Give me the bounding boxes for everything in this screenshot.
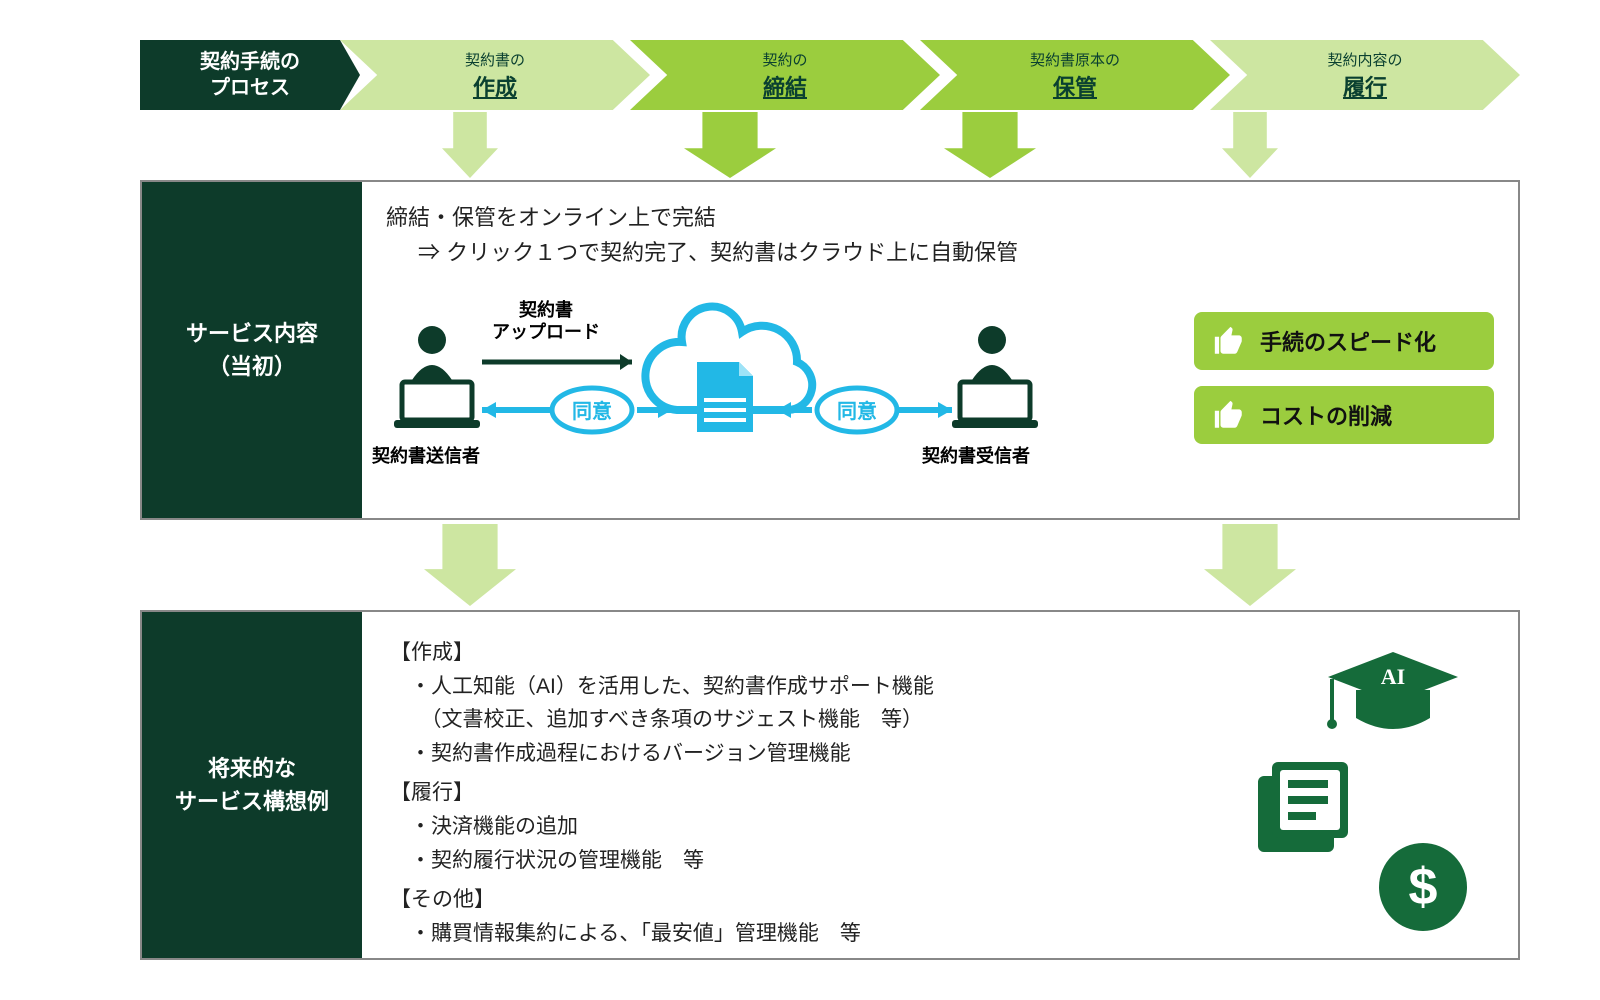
process-step: 契約書原本の 保管 <box>920 40 1230 110</box>
future-body: 【作成】・人工知能（AI）を活用した、契約書作成サポート機能 （文書校正、追加す… <box>362 612 1518 958</box>
future-icons: AI <box>1228 642 1488 932</box>
sender-icon <box>394 326 480 428</box>
down-arrow-icon <box>944 112 1036 183</box>
step-big: 履行 <box>1327 70 1402 102</box>
service-body: 締結・保管をオンライン上で完結 ⇒ クリック１つで契約完了、契約書はクラウド上に… <box>362 182 1518 518</box>
process-label-line1: 契約手続の <box>200 49 300 75</box>
headline-line1: 締結・保管をオンライン上で完結 <box>386 205 716 230</box>
future-row: 将来的な サービス構想例 【作成】・人工知能（AI）を活用した、契約書作成サポー… <box>140 610 1520 960</box>
benefit-item: 手続のスピード化 <box>1194 312 1494 370</box>
cloud-diagram: 同意 同意 <box>382 292 1042 492</box>
service-headline: 締結・保管をオンライン上で完結 ⇒ クリック１つで契約完了、契約書はクラウド上に… <box>386 200 1494 270</box>
step-small: 契約の <box>762 49 807 70</box>
down-arrow-icon <box>684 112 776 183</box>
down-arrow-icon <box>442 112 498 183</box>
process-steps: 契約書の 作成 契約の 締結 契約書原本の 保管 契約内容の 履行 <box>360 40 1520 110</box>
service-row: サービス内容 （当初） 締結・保管をオンライン上で完結 ⇒ クリック１つで契約完… <box>140 180 1520 520</box>
process-step: 契約書の 作成 <box>340 40 650 110</box>
consent-left: 同意 <box>482 388 672 432</box>
step-big: 作成 <box>465 70 525 102</box>
future-label-line1: 将来的な <box>208 752 296 785</box>
thumbs-up-icon <box>1212 324 1246 358</box>
benefits-list: 手続のスピード化 コストの削減 <box>1194 312 1494 444</box>
down-arrow-icon <box>1222 112 1278 183</box>
down-arrow-icon <box>424 524 516 611</box>
benefit-text: 手続のスピード化 <box>1260 325 1436 357</box>
svg-text:AI: AI <box>1381 664 1405 689</box>
thumbs-up-icon <box>1212 398 1246 432</box>
svg-text:$: $ <box>1409 858 1438 916</box>
future-row-label: 将来的な サービス構想例 <box>142 612 362 958</box>
ai-icon: AI <box>1327 652 1458 729</box>
process-step: 契約の 締結 <box>630 40 940 110</box>
receiver-icon <box>952 326 1038 428</box>
upload-arrow <box>482 354 632 370</box>
process-step: 契約内容の 履行 <box>1210 40 1520 110</box>
upload-label: 契約書 アップロード <box>492 300 600 343</box>
step-small: 契約書の <box>465 49 525 70</box>
service-label-line2: （当初） <box>208 350 296 383</box>
consent-right: 同意 <box>777 388 952 432</box>
receiver-label: 契約書受信者 <box>922 442 1030 468</box>
step-small: 契約書原本の <box>1030 49 1120 70</box>
benefit-item: コストの削減 <box>1194 386 1494 444</box>
step-big: 保管 <box>1030 70 1120 102</box>
step-small: 契約内容の <box>1327 49 1402 70</box>
step-big: 締結 <box>762 70 807 102</box>
benefit-text: コストの削減 <box>1260 399 1392 431</box>
process-label-line2: プロセス <box>210 75 290 101</box>
svg-text:同意: 同意 <box>572 399 612 423</box>
service-row-label: サービス内容 （当初） <box>142 182 362 518</box>
service-label-line1: サービス内容 <box>186 317 318 350</box>
infographic-canvas: 契約手続の プロセス 契約書の 作成 契約の 締結 契約書原本の 保管 契約内 <box>40 20 1560 980</box>
process-row-label: 契約手続の プロセス <box>140 40 360 110</box>
future-label-line2: サービス構想例 <box>175 785 329 818</box>
sender-label: 契約書送信者 <box>372 442 480 468</box>
headline-line2: ⇒ クリック１つで契約完了、契約書はクラウド上に自動保管 <box>386 235 1494 270</box>
document-stack-icon <box>1258 762 1348 852</box>
process-row: 契約手続の プロセス 契約書の 作成 契約の 締結 契約書原本の 保管 契約内 <box>140 40 1520 110</box>
dollar-icon: $ <box>1379 843 1467 931</box>
down-arrow-icon <box>1204 524 1296 611</box>
svg-text:同意: 同意 <box>837 399 877 423</box>
